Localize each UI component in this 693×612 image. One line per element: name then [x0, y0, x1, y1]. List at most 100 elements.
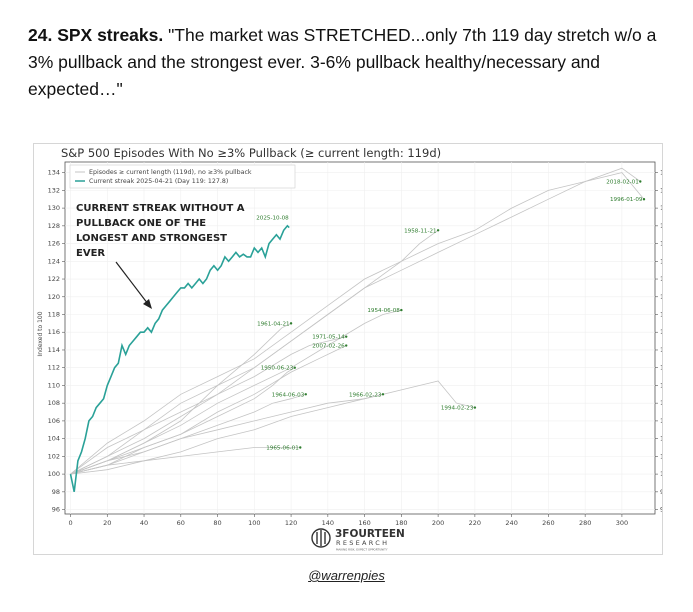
episode-end-marker	[436, 229, 440, 232]
episode-label: 1950-06-23	[261, 366, 294, 372]
x-tick-label: 80	[213, 519, 221, 527]
y-tick-label-right: 114	[660, 346, 662, 354]
episode-end-marker	[639, 180, 642, 183]
y-tick-label: 126	[48, 240, 60, 248]
y-tick-label-right: 102	[660, 452, 662, 460]
episode-end-marker	[642, 198, 646, 201]
y-tick-label-right: 130	[660, 204, 662, 212]
episode-label: 2018-02-01	[606, 180, 639, 186]
y-tick-label-right: 100	[660, 470, 662, 478]
y-tick-label: 134	[48, 169, 60, 177]
chart-title: S&P 500 Episodes With No ≥3% Pullback (≥…	[61, 146, 441, 160]
x-tick-label: 200	[432, 519, 444, 527]
y-tick-label-right: 116	[660, 328, 662, 336]
x-tick-label: 60	[177, 519, 185, 527]
series-episode	[70, 447, 301, 475]
episode-end-marker	[293, 366, 296, 369]
episode-end-marker	[304, 393, 307, 396]
streak-annotation: CURRENT STREAK WITHOUT A PULLBACK ONE OF…	[76, 203, 245, 309]
y-tick-label-right: 110	[660, 381, 662, 389]
y-tick-label: 130	[48, 204, 60, 212]
series-episode	[70, 336, 347, 475]
episode-end-marker	[289, 322, 293, 325]
episode-label: 1966-02-23	[349, 392, 382, 398]
episode-end-marker	[473, 406, 477, 409]
annotation-line-3: LONGEST AND STRONGEST	[76, 233, 227, 244]
y-tick-label-right: 124	[660, 257, 662, 265]
x-tick-label: 140	[322, 519, 334, 527]
logo-sub: RESEARCH	[336, 539, 389, 547]
x-tick-label: 300	[616, 519, 628, 527]
y-tick-label-right: 132	[660, 186, 662, 194]
y-axis-label: Indexed to 100	[37, 311, 44, 356]
x-tick-label: 40	[140, 519, 148, 527]
post-number-title: 24. SPX streaks.	[28, 25, 164, 45]
y-tick-label: 96	[52, 506, 60, 514]
post-headline: 24. SPX streaks. "The market was STRETCH…	[28, 22, 678, 103]
series-episode	[70, 367, 296, 475]
logo-mark-icon	[311, 528, 331, 548]
y-tick-label: 104	[48, 435, 60, 443]
credit-link[interactable]: @warrenpies	[308, 568, 385, 583]
episode-label: 1958-11-21	[404, 228, 437, 234]
episode-end-marker	[345, 335, 348, 338]
episode-end-marker	[400, 308, 403, 312]
y-tick-label: 120	[48, 293, 60, 301]
annotation-line-1: CURRENT STREAK WITHOUT A	[76, 203, 245, 214]
y-tick-label-right: 112	[660, 364, 662, 372]
y-tick-label-right: 128	[660, 222, 662, 230]
y-tick-label-right: 106	[660, 417, 662, 425]
annotation-arrow-shaft	[115, 261, 149, 305]
y-tick-label: 108	[48, 399, 60, 407]
current-streak-date-label: 2025-10-08	[256, 216, 289, 222]
episode-label: 1965-06-01	[266, 446, 299, 452]
episode-label: 1971-05-14	[312, 335, 345, 341]
x-tick-label: 100	[248, 519, 260, 527]
y-tick-label-right: 134	[660, 169, 662, 177]
post-quote: "The market was STRETCHED...only 7th 119…	[28, 25, 657, 99]
episode-end-marker	[345, 344, 348, 347]
logo: 3FOURTEEN RESEARCH MAKING RISK. EXPECT O…	[311, 528, 405, 552]
y-tick-label: 132	[48, 186, 60, 194]
y-tick-label-right: 104	[660, 435, 662, 443]
y-tick-label: 114	[48, 346, 60, 354]
series-current-streak	[69, 224, 290, 492]
annotation-line-2: PULLBACK ONE OF THE	[76, 218, 206, 229]
annotation-line-4: EVER	[76, 248, 105, 259]
x-tick-label: 0	[68, 519, 72, 527]
episode-label: 1994-02-23	[441, 406, 474, 412]
y-tick-label: 98	[52, 488, 60, 496]
x-tick-label: 120	[285, 519, 297, 527]
series-episode	[70, 393, 306, 475]
chart-frame: 96 98 100 102 104 106 108 110 112 114 116 118 120 122…	[33, 143, 672, 555]
legend: Episodes ≥ current length (119d), no ≥3%…	[69, 164, 296, 189]
episode-end-marker	[381, 393, 385, 396]
y-tick-label-right: 108	[660, 399, 662, 407]
y-tick-label: 124	[48, 257, 60, 265]
episode-label: 1954-06-08	[367, 308, 400, 314]
episode-label: 1964-06-03	[272, 392, 305, 398]
y-tick-label: 110	[48, 381, 60, 389]
y-tick-label: 128	[48, 222, 60, 230]
y-tick-label: 100	[48, 470, 60, 478]
y-tick-label: 116	[48, 328, 60, 336]
series-episode	[70, 167, 641, 475]
episode-label: 1961-04-21	[257, 321, 290, 327]
y-tick-label: 122	[48, 275, 60, 283]
y-tick-label: 106	[48, 417, 60, 425]
x-tick-label: 180	[395, 519, 407, 527]
x-tick-label: 160	[358, 519, 370, 527]
x-tick-label: 260	[542, 519, 554, 527]
annotation-arrow-head	[143, 299, 152, 309]
x-tick-label: 20	[103, 519, 111, 527]
episode-label: 2007-02-26	[312, 344, 345, 350]
series-episode	[70, 393, 384, 475]
x-tick-label: 240	[505, 519, 517, 527]
logo-name: 3FOURTEEN	[335, 528, 405, 540]
series-episode	[70, 309, 402, 475]
plot-area	[64, 161, 656, 515]
y-tick-label-right: 120	[660, 293, 662, 301]
x-tick-label: 280	[579, 519, 591, 527]
spx-streaks-chart: 96 98 100 102 104 106 108 110 112 114 116 118 120 122…	[34, 144, 672, 554]
y-tick-label: 118	[48, 311, 60, 319]
